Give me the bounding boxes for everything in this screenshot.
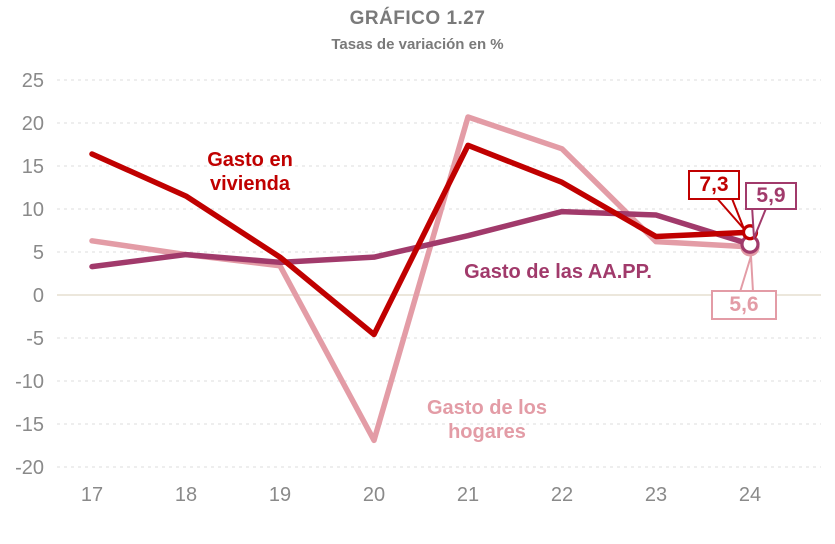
x-tick-24: 24 <box>739 484 761 506</box>
x-tick-17: 17 <box>81 484 103 506</box>
series-label-aapp: Gasto de las AA.PP. <box>448 260 668 284</box>
series-label-hogares-line2: hogares <box>448 421 526 443</box>
x-tick-21: 21 <box>457 484 479 506</box>
y-tick-20: 20 <box>22 113 44 135</box>
pointer-vivienda <box>714 195 745 230</box>
pointer-aapp <box>751 205 768 239</box>
x-tick-20: 20 <box>363 484 385 506</box>
callout-hogares-value: 5,6 <box>711 290 777 320</box>
y-tick-10: 10 <box>22 199 44 221</box>
callout-aapp-value: 5,9 <box>745 182 797 210</box>
series-line-gasto-de-las-aa-pp- <box>89 208 753 270</box>
y-tick--20: -20 <box>15 457 44 479</box>
chart-subtitle: Tasas de variación en % <box>331 36 504 53</box>
y-tick--5: -5 <box>26 328 44 350</box>
series-label-aapp-line1: Gasto de las AA.PP. <box>464 261 652 283</box>
chart-title: GRÁFICO 1.27 <box>349 8 486 29</box>
series-label-vivienda-line2: vivienda <box>209 173 291 195</box>
x-tick-23: 23 <box>645 484 667 506</box>
y-tick-25: 25 <box>22 70 44 92</box>
y-tick-15: 15 <box>22 156 44 178</box>
series-label-vivienda-line1: Gasto en <box>207 149 293 171</box>
series-label-hogares-line1: Gasto de los <box>426 397 548 419</box>
x-tick-22: 22 <box>551 484 573 506</box>
x-tick-19: 19 <box>269 484 291 506</box>
callout-vivienda-value: 7,3 <box>688 170 740 200</box>
x-tick-18: 18 <box>175 484 197 506</box>
series-label-vivienda: Gasto en vivienda <box>175 148 325 196</box>
pointer-hogares <box>739 255 754 293</box>
series-line-gasto-en-vivienda <box>89 142 753 338</box>
y-tick-0: 0 <box>33 285 44 307</box>
y-tick--10: -10 <box>15 371 44 393</box>
y-tick--15: -15 <box>15 414 44 436</box>
series-label-hogares: Gasto de los hogares <box>407 396 567 444</box>
y-tick-5: 5 <box>33 242 44 264</box>
